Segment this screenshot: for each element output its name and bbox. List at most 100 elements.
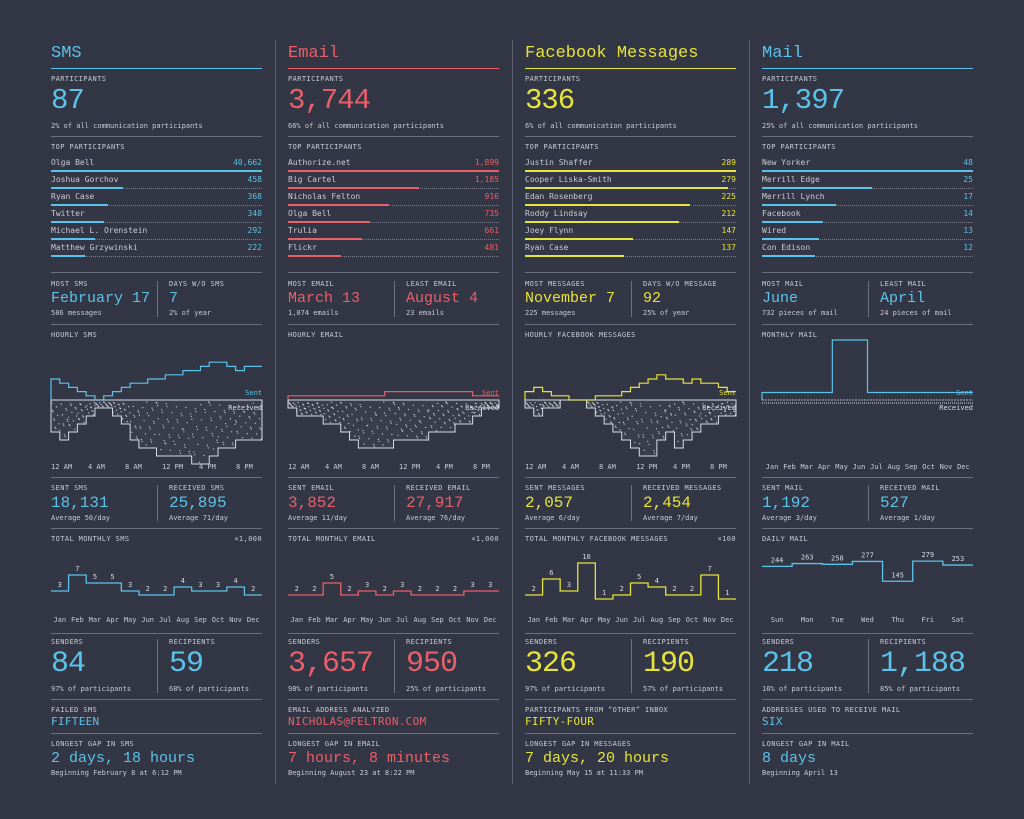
received-legend: Received	[465, 404, 499, 412]
participant-count: 289	[721, 158, 736, 167]
received-dot	[404, 415, 406, 417]
participant-name: Olga Bell	[51, 158, 95, 167]
received-dot	[722, 403, 724, 405]
monthly-tick: Feb	[71, 616, 84, 624]
hour-tick: Feb	[783, 463, 796, 471]
received-dot	[412, 404, 414, 406]
received-dot	[335, 420, 337, 422]
stat-b-note: 2% of year	[169, 309, 212, 317]
participant-count: 916	[484, 192, 499, 201]
stat-a-note: 1,074 emails	[288, 309, 339, 317]
stat-b-value: 92	[643, 290, 662, 307]
received-dot	[327, 410, 330, 412]
received-dot	[678, 409, 680, 411]
received-dot	[220, 417, 222, 419]
received-dot	[71, 411, 73, 413]
received-dot	[611, 406, 613, 408]
monthly-value-label: 7	[75, 565, 79, 573]
received-dot	[533, 411, 535, 413]
received-dot	[400, 419, 402, 421]
sent-line	[761, 339, 973, 400]
received-dot	[181, 415, 183, 417]
received-dot	[173, 440, 175, 442]
divider	[525, 477, 736, 478]
received-dot	[593, 403, 596, 406]
monthly-value-label: 3	[58, 581, 62, 589]
received-dot	[354, 435, 356, 437]
received-dot	[402, 402, 404, 404]
received-dot	[440, 426, 442, 428]
received-dot	[167, 421, 169, 423]
received-dot	[453, 422, 455, 424]
received-dot	[211, 433, 213, 435]
received-dot	[175, 406, 177, 408]
divider	[288, 633, 499, 634]
received-dot	[332, 408, 334, 410]
monthly-tick: Feb	[308, 616, 321, 624]
received-dot	[541, 408, 543, 410]
participants-count: 87	[51, 84, 85, 117]
participant-name: Ryan Case	[525, 243, 569, 252]
sent-value: 18,131	[51, 494, 109, 512]
stat-divider	[157, 485, 158, 521]
participant-name: Twitter	[51, 209, 85, 218]
received-dot	[345, 406, 347, 408]
received-dot	[106, 404, 108, 406]
received-dot	[394, 413, 396, 415]
received-dot	[497, 406, 499, 408]
divider	[525, 324, 736, 325]
received-dot	[488, 406, 490, 408]
received-dot	[63, 425, 65, 427]
received-dot	[72, 420, 74, 422]
sent-note: Average 50/day	[51, 514, 111, 522]
gap-label: LONGEST GAP IN MAIL	[762, 740, 850, 748]
stat-b-value: April	[880, 290, 926, 307]
received-dot	[437, 402, 439, 404]
monthly-chart: 2 Jan 6 Feb 3 Mar 10 Apr 1 May 2 Jun 5 Jul 4 Aug 2 Sep 2 Oc…	[525, 553, 736, 624]
stat-b-label: DAYS W/O SMS	[169, 280, 225, 288]
stat-divider	[631, 639, 632, 693]
monthly-tick: Sep	[431, 616, 444, 624]
received-dot	[605, 418, 607, 420]
received-dot	[534, 402, 536, 404]
received-dot	[132, 405, 134, 407]
received-dot	[626, 408, 628, 410]
participant-count: 661	[484, 226, 499, 235]
sent-label: SENT EMAIL	[288, 484, 335, 492]
monthly-value-label: 5	[93, 573, 97, 581]
received-dot	[223, 443, 225, 446]
received-dot	[700, 412, 702, 414]
participants-count: 1,397	[762, 84, 845, 117]
received-dot	[589, 404, 591, 406]
received-dot	[427, 409, 429, 411]
monthly-line	[762, 560, 973, 582]
divider	[762, 733, 973, 734]
monthly-value-label: 2	[532, 585, 536, 593]
received-dot	[358, 435, 360, 437]
column-divider	[749, 40, 750, 784]
received-dot	[228, 404, 230, 407]
received-dot	[690, 428, 692, 430]
received-dot	[217, 436, 219, 438]
participant-bar	[288, 204, 390, 206]
received-label: RECEIVED SMS	[169, 484, 225, 492]
monthly-tick: Sun	[771, 616, 784, 624]
received-dot	[724, 410, 726, 413]
stat-divider	[868, 485, 869, 521]
received-dot	[351, 413, 353, 416]
received-dot	[204, 408, 206, 411]
monthly-tick: Jul	[159, 616, 172, 624]
monthly-value-label: 3	[488, 581, 492, 589]
monthly-unit: ×1,000	[471, 535, 499, 543]
received-dot	[711, 419, 713, 421]
received-label: RECEIVED MAIL	[880, 484, 940, 492]
participant-bar	[525, 204, 690, 206]
received-dot	[554, 402, 556, 404]
row-dotted-line	[51, 188, 262, 189]
received-dot	[470, 405, 472, 407]
recipients-label: RECIPIENTS	[880, 638, 927, 646]
received-dot	[223, 410, 225, 412]
received-dot	[240, 426, 242, 428]
received-dot	[634, 441, 636, 443]
received-dot	[406, 425, 408, 428]
